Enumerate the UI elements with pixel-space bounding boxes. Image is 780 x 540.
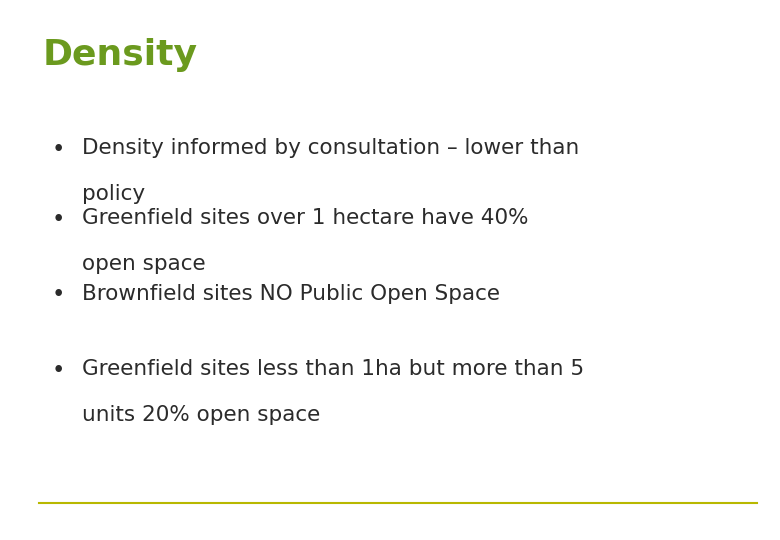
Text: •: •: [51, 208, 66, 231]
Text: policy: policy: [82, 184, 145, 204]
Text: Density informed by consultation – lower than: Density informed by consultation – lower…: [82, 138, 579, 158]
Text: •: •: [51, 359, 66, 382]
Text: •: •: [51, 138, 66, 161]
Text: units 20% open space: units 20% open space: [82, 405, 320, 425]
Text: Brownfield sites NO Public Open Space: Brownfield sites NO Public Open Space: [82, 284, 500, 303]
Text: Greenfield sites over 1 hectare have 40%: Greenfield sites over 1 hectare have 40%: [82, 208, 528, 228]
Text: Greenfield sites less than 1ha but more than 5: Greenfield sites less than 1ha but more …: [82, 359, 584, 379]
Text: open space: open space: [82, 254, 205, 274]
Text: Density: Density: [43, 38, 198, 72]
Text: •: •: [51, 284, 66, 307]
